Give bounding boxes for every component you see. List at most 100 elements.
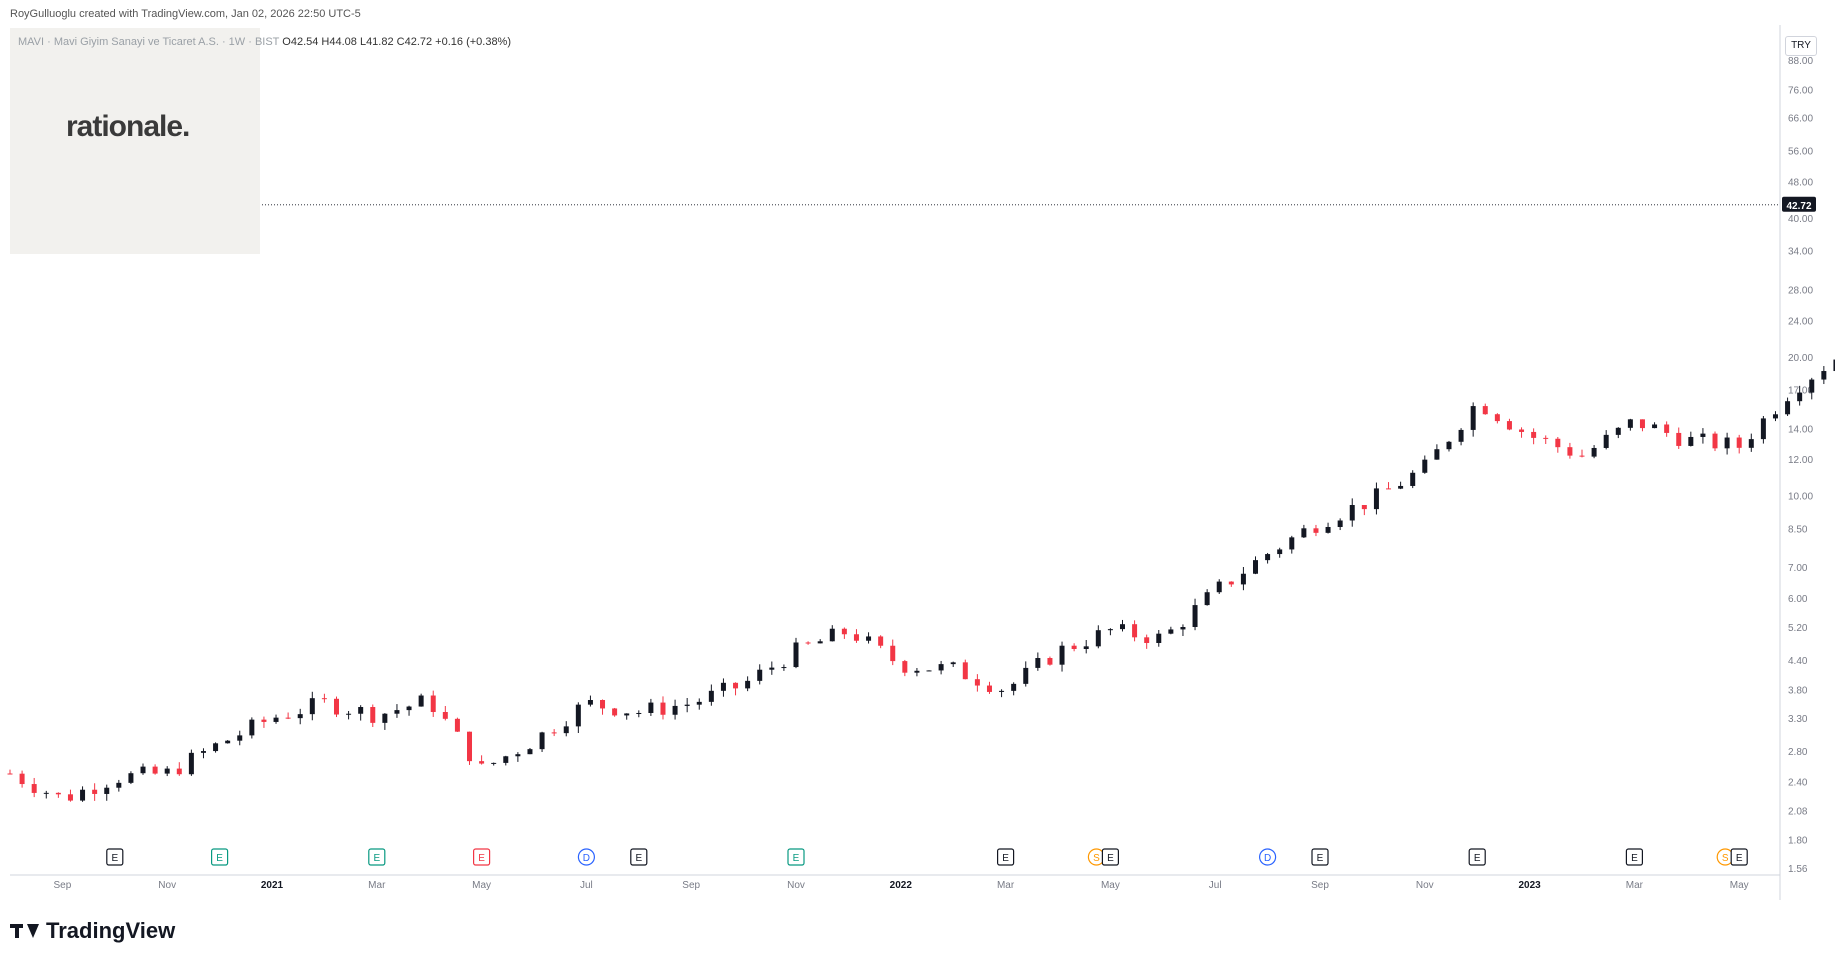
candle-body <box>527 749 533 755</box>
candle-body <box>1555 438 1561 448</box>
candle-body <box>1023 667 1029 684</box>
earnings-marker-label: E <box>478 853 485 864</box>
candle-body <box>1531 431 1537 438</box>
candle-body <box>914 670 920 673</box>
candle-body <box>950 662 956 665</box>
y-tick-label: 2.80 <box>1788 747 1808 758</box>
candle-body <box>999 690 1005 692</box>
symbol-name: MAVI · Mavi Giyim Sanayi ve Ticaret A.S.… <box>18 36 280 48</box>
x-tick-label: Jul <box>1209 880 1222 891</box>
tradingview-logo-icon <box>10 922 40 940</box>
candle-body <box>1760 418 1766 440</box>
candle-body <box>684 704 690 706</box>
candle-body <box>757 669 763 681</box>
watermark-box <box>10 28 260 254</box>
candle-body <box>1301 528 1307 538</box>
candle-body <box>80 789 86 801</box>
candle-body <box>1809 379 1815 393</box>
candle-body <box>19 773 25 785</box>
y-tick-label: 66.00 <box>1788 114 1813 125</box>
dividend-marker-label: D <box>583 853 590 864</box>
currency-selector[interactable]: TRY <box>1785 36 1817 56</box>
earnings-marker-label: E <box>1107 853 1114 864</box>
y-tick-label: 76.00 <box>1788 85 1813 96</box>
x-tick-label: 2022 <box>890 880 913 891</box>
candle-body <box>1821 371 1827 380</box>
candle-body <box>1434 449 1440 460</box>
candle-body <box>394 710 400 714</box>
candle-body <box>188 752 194 775</box>
candle-body <box>467 731 473 762</box>
candle-body <box>515 754 521 757</box>
y-tick-label: 3.80 <box>1788 686 1808 697</box>
last-price-tag <box>1782 196 1816 212</box>
candle-body <box>817 641 823 644</box>
candle-body <box>660 702 666 715</box>
y-tick-label: 17.00 <box>1788 385 1813 396</box>
candle-body <box>1482 406 1488 415</box>
candle-body <box>406 706 412 711</box>
x-tick-label: Nov <box>787 880 805 891</box>
candle-body <box>152 766 158 774</box>
earnings-marker-icon <box>106 848 124 866</box>
x-tick-label: 2023 <box>1518 880 1541 891</box>
x-tick-label: Nov <box>158 880 176 891</box>
candle-body <box>902 661 908 673</box>
candle-body <box>1688 436 1694 446</box>
candle-body <box>333 698 339 715</box>
candle-body <box>1639 419 1645 429</box>
candle-body <box>442 711 448 719</box>
candle-body <box>1035 658 1041 668</box>
split-marker-label: S <box>1722 853 1729 864</box>
candle-body <box>974 679 980 686</box>
candle-body <box>793 642 799 668</box>
earnings-marker-label: E <box>216 853 223 864</box>
candle-body <box>261 719 267 722</box>
y-tick-label: 2.08 <box>1788 806 1808 817</box>
y-tick-label: 2.40 <box>1788 778 1808 789</box>
candle-body <box>237 735 243 741</box>
candle-body <box>1277 549 1283 555</box>
candle-body <box>829 628 835 642</box>
candle-body <box>321 698 327 700</box>
candle-body <box>1398 485 1404 489</box>
candle-body <box>128 773 134 783</box>
candle-body <box>938 664 944 671</box>
symbol-legend: MAVI · Mavi Giyim Sanayi ve Ticaret A.S.… <box>18 36 511 48</box>
candle-body <box>31 784 37 793</box>
candle-body <box>358 707 364 714</box>
y-tick-label: 1.56 <box>1788 864 1808 875</box>
candle-body <box>1603 434 1609 448</box>
candle-body <box>382 713 388 723</box>
candle-body <box>285 717 291 719</box>
y-tick-label: 5.20 <box>1788 623 1808 634</box>
candle-body <box>745 680 751 689</box>
candle-body <box>853 634 859 641</box>
candle-body <box>672 705 678 715</box>
candle-body <box>1519 429 1525 432</box>
candle-body <box>878 636 884 646</box>
candle-body <box>551 732 557 734</box>
y-tick-label: 24.00 <box>1788 316 1813 327</box>
candle-body <box>575 704 581 727</box>
dividend-marker-icon <box>1258 848 1277 866</box>
candle-body <box>708 690 714 702</box>
candle-body <box>1325 526 1331 533</box>
candle-body <box>116 782 122 788</box>
candle-body <box>67 794 73 801</box>
candle-body <box>1204 592 1210 606</box>
candle-body <box>696 701 702 705</box>
tradingview-brand: TradingView <box>46 918 176 943</box>
y-tick-label: 56.00 <box>1788 147 1813 158</box>
candle-body <box>1627 419 1633 428</box>
candle-body <box>1361 505 1367 510</box>
candle-body <box>926 670 932 672</box>
candle-body <box>249 719 255 736</box>
earnings-marker-icon <box>787 848 805 866</box>
candle-body <box>1579 455 1585 457</box>
candle-body <box>1168 629 1174 634</box>
candle-body <box>1011 683 1017 691</box>
y-tick-label: 8.50 <box>1788 524 1808 535</box>
candle-body <box>720 682 726 691</box>
